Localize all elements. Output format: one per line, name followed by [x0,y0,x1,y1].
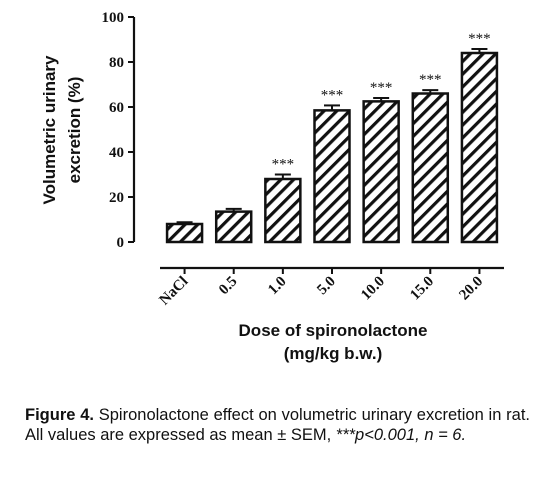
significance-label-6: *** [468,31,491,47]
bar-1 [214,210,253,244]
x-tick-label-1: 0.5 [216,274,241,299]
y-axis-label-line1: Volumetric urinary [40,55,59,204]
figure-caption: Figure 4. Spironolactone effect on volum… [25,405,530,445]
axis-labels: Volumetric urinary excretion (%) Dose of… [40,55,427,363]
y-tick-label: 60 [109,100,124,116]
bar-2 [264,177,302,244]
y-axis: 0 20 40 60 80 100 [102,10,136,251]
figure-label: Figure 4. [25,406,94,424]
x-tick-label-4: 10.0 [358,274,388,304]
bar-5 [411,92,450,244]
bar-6 [460,51,499,244]
caption-text: Spironolactone effect on volumetric urin… [25,406,530,444]
x-tick-label-5: 15.0 [407,274,437,304]
y-tick-label: 20 [109,190,124,206]
y-tick-label: 0 [117,235,125,251]
bar-4 [362,100,400,244]
x-tick-label-0: NaCl [157,274,192,309]
significance-label-4: *** [370,80,393,96]
y-tick-label: 80 [109,55,124,71]
significance-label-2: *** [272,157,295,173]
caption-stats: ***p<0.001, n = 6. [335,426,467,444]
bar-0 [165,222,204,244]
x-tick-label-3: 5.0 [314,274,339,299]
x-axis-label-line1: Dose of spironolactone [239,321,428,340]
x-tick-label-6: 20.0 [456,274,486,304]
significance-label-5: *** [419,72,442,88]
y-tick-label: 40 [109,145,124,161]
x-axis: NaCl 0.5 1.0 5.0 10.0 15.0 20.0 [157,266,504,309]
x-axis-label-line2: (mg/kg b.w.) [284,344,383,363]
bars: *** *** *** *** *** [165,31,499,244]
y-axis-label-line2: excretion (%) [65,77,84,184]
bar-chart: 0 20 40 60 80 100 NaCl 0.5 1.0 5.0 10.0 15.0 20.0 *… [40,10,504,363]
y-tick-label: 100 [102,10,125,26]
bar-3 [313,109,351,244]
x-tick-label-2: 1.0 [265,274,290,299]
significance-label-3: *** [321,87,344,103]
